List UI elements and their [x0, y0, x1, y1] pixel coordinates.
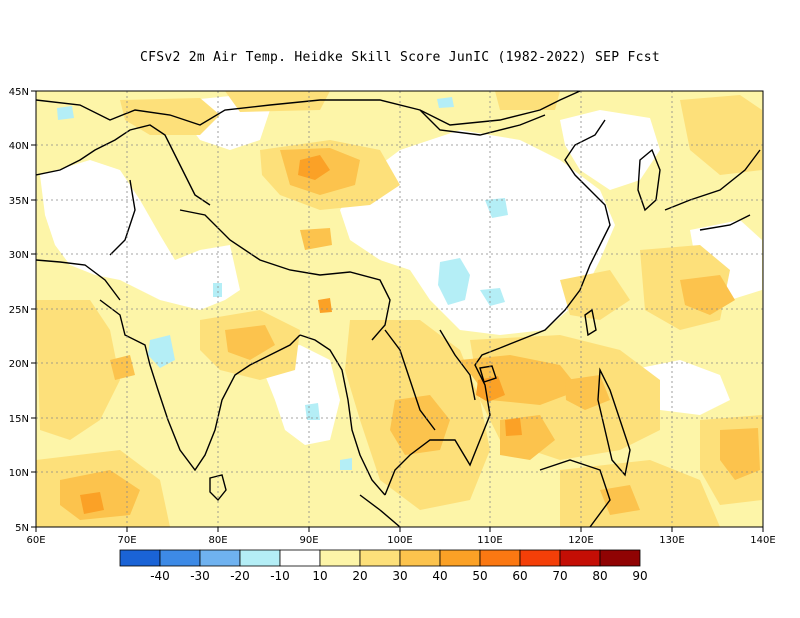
lat-label-25n: 25N	[9, 305, 29, 316]
lat-label-10n: 10N	[9, 468, 29, 479]
philippines	[597, 367, 631, 477]
colorbar-swatch	[199, 549, 241, 567]
skill-field	[36, 91, 762, 527]
lat-label-35n: 35N	[9, 196, 29, 207]
lat-label-30n: 30N	[9, 250, 29, 261]
lon-label-100e: 100E	[387, 535, 412, 546]
lon-label-140e: 140E	[750, 535, 775, 546]
colorbar-label: 90	[632, 569, 647, 583]
lon-label-60e: 60E	[26, 535, 45, 546]
lat-label-45n: 45N	[9, 87, 29, 98]
colorbar-label: 80	[592, 569, 607, 583]
lon-label-120e: 120E	[568, 535, 593, 546]
lon-labels: 60E 70E 80E 90E 100E 110E 120E 130E 140E	[26, 535, 775, 546]
borneo-sumatra	[359, 459, 611, 527]
colorbar-swatch	[599, 549, 641, 567]
colorbar-swatch	[279, 549, 321, 567]
colorbar-label: 50	[472, 569, 487, 583]
lat-label-20n: 20N	[9, 359, 29, 370]
china-coast	[499, 119, 611, 349]
colorbar-label: 60	[512, 569, 527, 583]
skill-40-50-spots	[80, 155, 522, 514]
lat-label-15n: 15N	[9, 414, 29, 425]
india-coastline	[99, 299, 301, 472]
mongolia-border	[419, 109, 546, 136]
tick-marks	[31, 90, 764, 532]
white-region-west-asia	[40, 160, 240, 310]
colorbar-swatch	[439, 549, 481, 567]
colorbar-swatch	[479, 549, 521, 567]
lon-label-110e: 110E	[477, 535, 502, 546]
colorbar-label: -40	[150, 569, 170, 583]
light-blue-spots	[57, 97, 508, 470]
sri-lanka	[209, 474, 227, 502]
japan	[664, 149, 761, 231]
lon-label-70e: 70E	[117, 535, 136, 546]
colorbar-swatch	[159, 549, 201, 567]
himalaya-border	[179, 209, 391, 341]
colorbar-label: 10	[312, 569, 327, 583]
white-region-tibet-china	[340, 130, 615, 335]
indochina-borders	[384, 329, 476, 431]
colorbar-swatch	[239, 549, 281, 567]
lat-label-40n: 40N	[9, 141, 29, 152]
colorbar-label: 40	[432, 569, 447, 583]
central-asia-borders	[36, 91, 581, 126]
colorbar-label: 20	[352, 569, 367, 583]
colorbar-swatch	[519, 549, 561, 567]
lon-label-90e: 90E	[299, 535, 318, 546]
colorbar-swatch	[359, 549, 401, 567]
west-asia-borders	[36, 124, 211, 301]
lat-labels: 45N 40N 35N 30N 25N 20N 15N 10N 5N	[9, 87, 29, 534]
colorbar-label: 70	[552, 569, 567, 583]
lon-label-130e: 130E	[659, 535, 684, 546]
colorbar-swatch	[119, 549, 161, 567]
colorbar-label: -10	[270, 569, 290, 583]
gridlines	[36, 91, 763, 527]
taiwan	[584, 308, 597, 337]
colorbar-label: -20	[230, 569, 250, 583]
colorbar-swatch	[399, 549, 441, 567]
colorbar-swatch	[319, 549, 361, 567]
colorbar-label: -30	[190, 569, 210, 583]
lat-label-5n: 5N	[15, 523, 29, 534]
hainan	[479, 365, 497, 383]
colorbar-swatch	[559, 549, 601, 567]
map-title: CFSv2 2m Air Temp. Heidke Skill Score Ju…	[139, 50, 661, 65]
lon-label-80e: 80E	[208, 535, 227, 546]
colorbar-label: 30	[392, 569, 407, 583]
white-region-north-china	[560, 110, 660, 190]
skill-20-30-regions	[36, 91, 762, 527]
colorbar: -40 -30 -20 -10 10 20 30 40 50 60 70 80 90	[119, 549, 648, 583]
